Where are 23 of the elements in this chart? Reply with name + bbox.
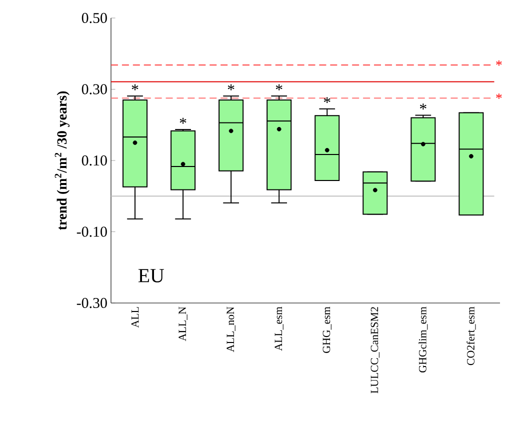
x-tick-label: GHG_esm: [322, 306, 332, 353]
ref-line-label: *: [496, 60, 502, 66]
x-tick-label: ALL: [131, 307, 139, 328]
y-tick-label: 0.10: [82, 155, 107, 166]
annotation: *: [180, 118, 186, 124]
y-tick-label: 0.50: [82, 12, 107, 24]
ref-line-label: *: [496, 94, 502, 99]
annotation: EU: [138, 269, 164, 282]
x-tick-label: ALL_esm: [274, 306, 284, 351]
x-tick-label: GHGclim_esm: [418, 306, 428, 372]
annotation: *: [276, 84, 282, 90]
annotation: *: [324, 97, 330, 104]
y-tick-label: 0.30: [82, 84, 107, 94]
x-tick-label: CO2fert_esm: [466, 306, 476, 366]
annotation: *: [420, 104, 426, 110]
annotation: *: [228, 84, 234, 90]
y-tick-label: -0.30: [76, 298, 107, 308]
y-axis-title: trend (m$^{2}$/m$^{2}$ /30 years): [54, 91, 70, 230]
y-tick-label: -0.10: [76, 226, 107, 237]
annotation: *: [132, 84, 138, 90]
x-tick-label: ALL_N: [178, 306, 188, 342]
x-tick-label: ALL_noN: [226, 306, 236, 352]
x-tick-label: LULCC_CanESM2: [370, 307, 380, 394]
